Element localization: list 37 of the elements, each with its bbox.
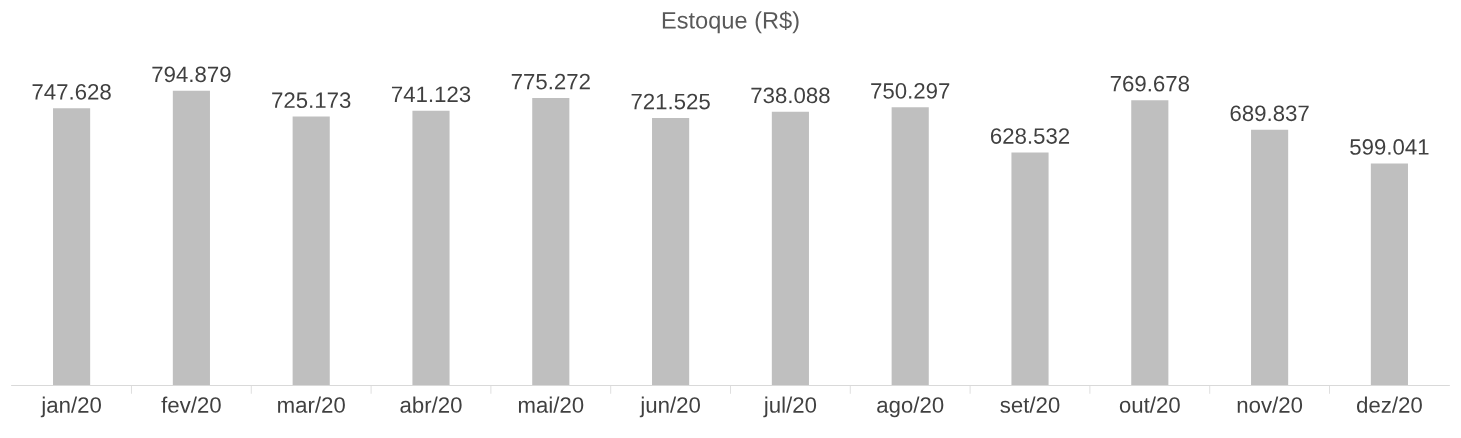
bar (1011, 152, 1049, 386)
x-tick-label: out/20 (1119, 396, 1180, 413)
data-label: 738.088 (751, 87, 830, 104)
bar (891, 107, 929, 386)
x-tick-label: fev/20 (161, 396, 221, 413)
data-label: 747.628 (32, 84, 111, 100)
x-tick-label: ago/20 (877, 396, 944, 418)
data-label: 628.532 (990, 128, 1070, 144)
data-label: 769.678 (1110, 75, 1190, 92)
x-tick-label: jan/20 (40, 396, 101, 418)
data-label: 775.272 (511, 73, 590, 90)
bar (292, 116, 330, 386)
bar (172, 90, 210, 386)
x-tick-label: jun/20 (639, 396, 701, 418)
data-label: 721.525 (631, 93, 710, 110)
bar (53, 108, 91, 386)
bar (532, 98, 570, 386)
bar (412, 110, 450, 386)
data-label: 794.879 (152, 66, 231, 83)
bar (1131, 100, 1169, 386)
x-tick-label: dez/20 (1356, 396, 1422, 413)
bar (771, 111, 809, 386)
bar (1251, 129, 1289, 386)
x-tick-label: mai/20 (518, 396, 584, 413)
x-tick-label: jul/20 (763, 396, 817, 418)
data-label: 741.123 (391, 86, 471, 103)
x-tick-label: mar/20 (278, 396, 345, 413)
data-label: 750.297 (871, 83, 950, 99)
bar (652, 117, 690, 386)
x-tick-label: nov/20 (1237, 396, 1303, 413)
data-label: 725.173 (272, 92, 351, 109)
chart-title: Estoque (R$) (662, 10, 799, 34)
data-label: 599.041 (1350, 139, 1429, 155)
x-tick-label: set/20 (1000, 396, 1060, 413)
data-label: 689.837 (1230, 105, 1309, 122)
bar (1370, 163, 1408, 386)
x-tick-label: abr/20 (400, 396, 462, 413)
